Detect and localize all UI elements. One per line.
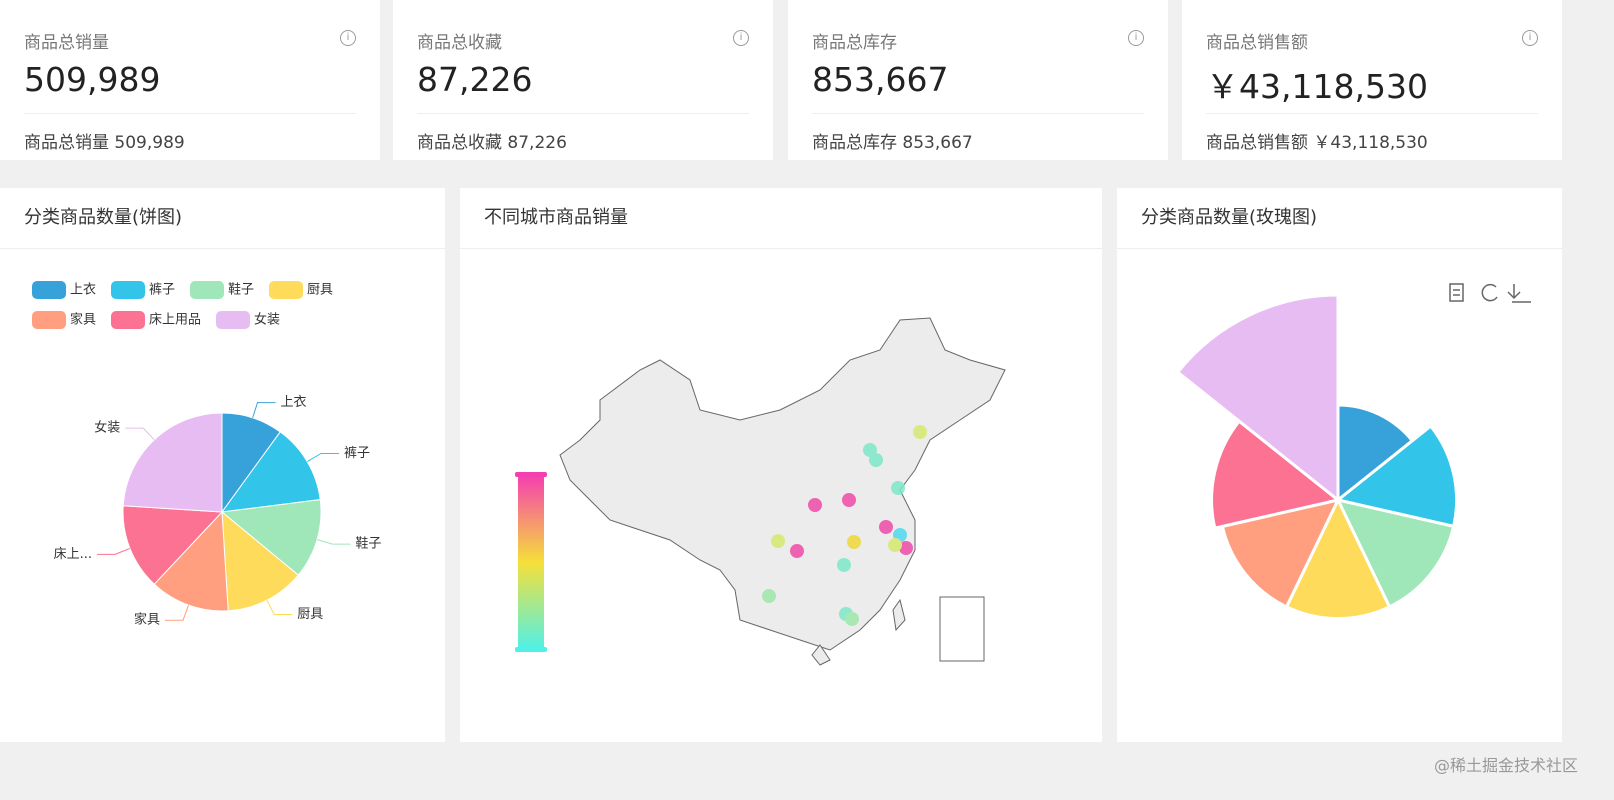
rose-slice [1220,498,1340,609]
rose-slice [1210,419,1340,530]
stat-card: 商品总销售额 i ￥43,118,530 商品总销售额 ￥43,118,530 [1182,0,1562,160]
label-line [97,547,131,555]
legend-swatch [32,281,66,299]
card-title: 商品总库存 [812,33,897,53]
legend-swatch [32,311,66,329]
divider [1206,113,1538,114]
rose-slice [1336,424,1459,528]
legend-swatch [190,281,224,299]
slice-label: 裤子 [344,446,370,461]
slice-label: 女装 [94,420,120,436]
label-line [306,452,339,463]
legend-swatch [269,281,303,299]
legend-label: 家具 [70,312,96,328]
slice-label: 厨具 [297,607,323,622]
pie-slice [122,505,224,585]
panel-title: 分类商品数量(玫瑰图) [1117,188,1562,249]
legend-label: 上衣 [70,282,96,298]
rose-slice [1285,498,1391,621]
rose-slice [1176,293,1340,502]
card-value: 509,989 [24,60,161,99]
footer-value: 509,989 [114,133,185,153]
footer-value: 87,226 [507,133,567,153]
pie-slice [122,412,223,513]
rose-slice [1336,498,1456,609]
info-icon: i [1522,30,1538,46]
stat-card: 商品总销量 i 509,989 商品总销量 509,989 [0,0,380,160]
info-icon: i [1128,30,1144,46]
info-icon: i [733,30,749,46]
toolbox[interactable] [1449,283,1531,303]
legend-swatch [111,281,145,299]
card-value: 853,667 [812,60,949,99]
stat-card: 商品总库存 i 853,667 商品总库存 853,667 [788,0,1168,160]
divider [812,113,1144,114]
slice-label: 家具 [134,612,160,628]
card-footer: 商品总销售额 ￥43,118,530 [1206,128,1428,153]
legend-label: 厨具 [307,283,333,298]
label-line [125,427,155,441]
slice-label: 鞋子 [355,536,381,552]
divider [24,113,356,114]
legend-label: 床上用品 [149,313,201,328]
panel-title: 不同城市商品销量 [460,188,1102,249]
label-line [165,604,189,621]
pie-slice [220,499,322,576]
card-footer: 商品总库存 853,667 [812,128,973,153]
divider [417,113,749,114]
legend-swatch [111,311,145,329]
panel-title: 分类商品数量(饼图) [0,188,445,249]
china-map [515,317,1006,666]
legend-label: 女装 [254,312,280,328]
label-line [266,599,293,615]
card-title: 商品总销量 [24,33,109,53]
footer-value: 853,667 [902,133,973,153]
label-line [252,402,276,418]
legend-label: 裤子 [149,283,175,298]
info-icon: i [340,30,356,46]
card-footer: 商品总收藏 87,226 [417,128,567,153]
footer-label: 商品总库存 [812,133,897,153]
slice-label: 床上... [54,547,92,562]
card-title: 商品总销售额 [1206,33,1308,53]
footer-label: 商品总销量 [24,133,109,153]
footer-label: 商品总收藏 [417,133,502,153]
card-footer: 商品总销量 509,989 [24,128,185,153]
slice-label: 上衣 [281,394,307,410]
legend-label: 鞋子 [228,282,254,298]
stat-card: 商品总收藏 i 87,226 商品总收藏 87,226 [393,0,773,160]
label-line [316,539,351,545]
rose-slice [1336,403,1414,502]
footer-value: ￥43,118,530 [1313,133,1428,153]
footer-label: 商品总销售额 [1206,133,1308,153]
legend-swatch [216,311,250,329]
card-value: ￥43,118,530 [1206,67,1428,106]
card-value: 87,226 [417,60,533,99]
watermark: @稀土掘金技术社区 [1433,756,1578,775]
card-title: 商品总收藏 [417,33,502,53]
